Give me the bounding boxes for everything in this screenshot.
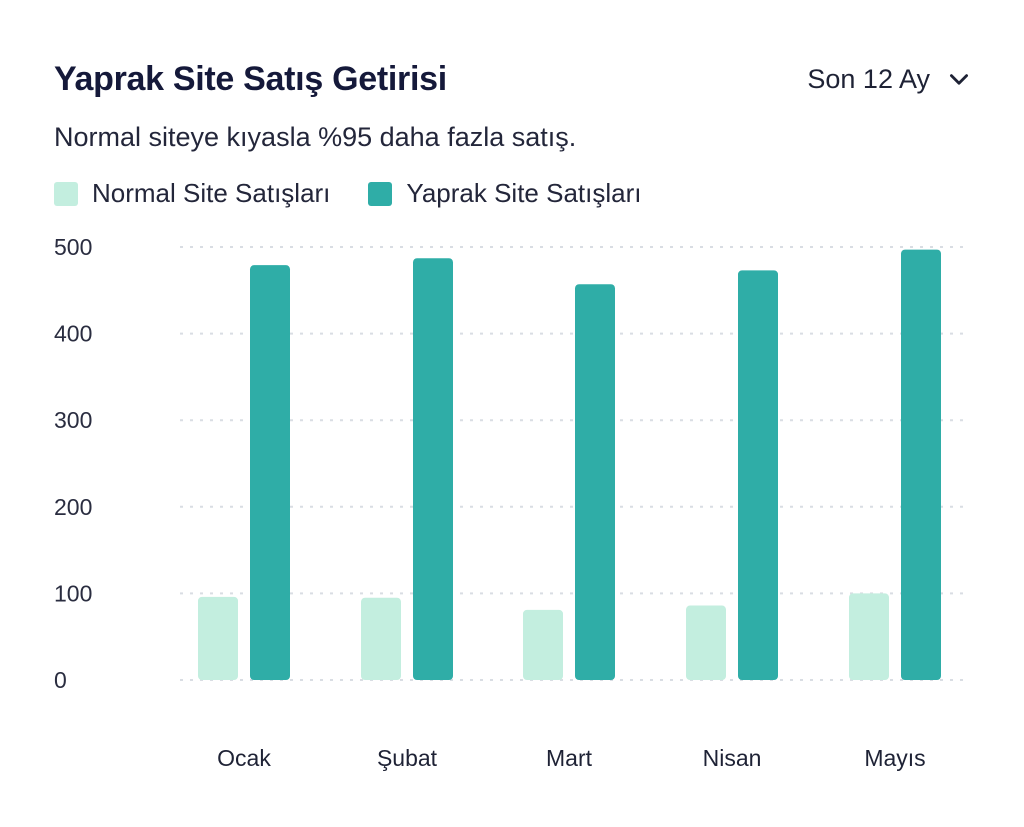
y-tick-label: 200 xyxy=(54,494,92,520)
legend-item-yaprak[interactable]: Yaprak Site Satışları xyxy=(368,178,641,209)
bar-yaprak[interactable] xyxy=(250,265,290,680)
x-tick-label: Nisan xyxy=(703,745,762,771)
y-tick-label: 400 xyxy=(54,321,92,347)
y-tick-label: 100 xyxy=(54,580,92,606)
bar-normal[interactable] xyxy=(523,609,563,680)
y-tick-label: 0 xyxy=(54,667,67,693)
legend-item-normal[interactable]: Normal Site Satışları xyxy=(54,178,330,209)
bar-yaprak[interactable] xyxy=(575,284,615,680)
bar-normal[interactable] xyxy=(686,605,726,680)
x-tick-label: Mayıs xyxy=(864,745,925,771)
legend-label-yaprak: Yaprak Site Satışları xyxy=(406,178,642,208)
bar-normal[interactable] xyxy=(198,596,238,680)
x-tick-label: Şubat xyxy=(377,745,438,771)
chart-subtitle: Normal siteye kıyasla %95 daha fazla sat… xyxy=(54,122,577,152)
bar-normal[interactable] xyxy=(849,593,889,680)
x-tick-label: Ocak xyxy=(217,745,271,771)
period-dropdown[interactable]: Son 12 Ay xyxy=(807,64,972,95)
chevron-down-icon xyxy=(950,73,968,85)
y-tick-label: 500 xyxy=(54,234,92,260)
bar-yaprak[interactable] xyxy=(901,249,941,680)
legend-swatch-yaprak xyxy=(368,181,393,206)
chart-title: Yaprak Site Satış Getirisi xyxy=(54,60,447,98)
legend-label-normal: Normal Site Satışları xyxy=(92,178,331,208)
period-label: Son 12 Ay xyxy=(807,64,930,94)
bar-normal[interactable] xyxy=(361,597,401,680)
legend-swatch-normal xyxy=(54,181,78,206)
y-tick-label: 300 xyxy=(54,407,92,433)
bar-yaprak[interactable] xyxy=(738,270,778,680)
chart-legend: Normal Site Satışları Yaprak Site Satışl… xyxy=(54,178,641,209)
x-tick-label: Mart xyxy=(546,745,593,771)
bar-yaprak[interactable] xyxy=(413,258,453,680)
